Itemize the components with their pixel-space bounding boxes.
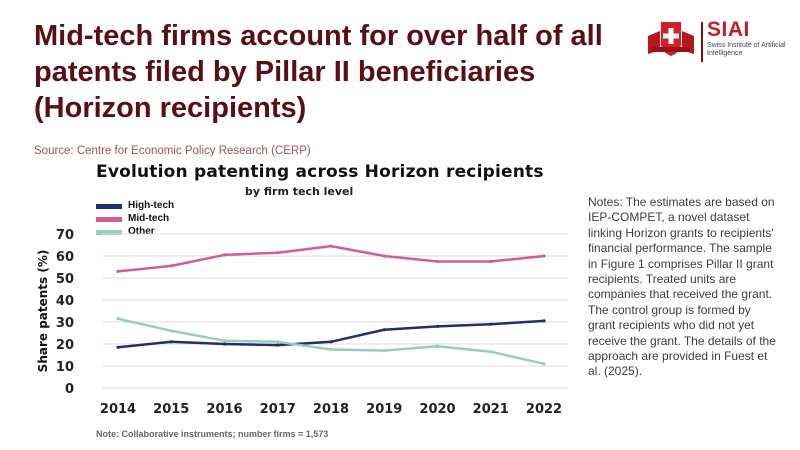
data-point-high-tech-2021 — [489, 322, 493, 326]
data-point-mid-tech-2021 — [489, 259, 493, 264]
y-tick-label-30: 30 — [56, 316, 74, 331]
x-tick-label-2018: 2018 — [313, 402, 349, 417]
chart-title: Evolution patenting across Horizon recip… — [96, 162, 544, 182]
data-point-other-2018 — [329, 347, 333, 352]
x-tick-label-2016: 2016 — [206, 402, 242, 417]
swiss-cross-emblem-icon — [648, 22, 694, 56]
x-tick-label-2020: 2020 — [419, 402, 455, 417]
data-point-other-2017 — [276, 340, 280, 344]
data-point-mid-tech-2022 — [542, 254, 546, 258]
data-point-mid-tech-2014 — [116, 269, 120, 273]
data-point-high-tech-2022 — [542, 319, 546, 323]
y-tick-label-40: 40 — [56, 294, 74, 309]
data-point-high-tech-2018 — [329, 340, 333, 344]
data-point-high-tech-2014 — [116, 345, 120, 349]
x-tick-label-2015: 2015 — [153, 402, 189, 417]
data-point-other-2016 — [222, 339, 227, 343]
legend-label-high-tech: High-tech — [128, 200, 175, 211]
x-tick-label-2017: 2017 — [260, 402, 296, 417]
data-point-high-tech-2019 — [382, 328, 386, 332]
x-tick-label-2014: 2014 — [100, 402, 136, 417]
data-point-high-tech-2017 — [276, 343, 280, 347]
x-tick-label-2022: 2022 — [526, 402, 562, 417]
data-point-high-tech-2016 — [222, 342, 227, 346]
data-point-high-tech-2015 — [169, 340, 173, 344]
data-point-other-2020 — [435, 344, 440, 348]
legend-swatch-mid-tech — [96, 217, 122, 222]
data-point-other-2021 — [489, 350, 493, 354]
data-point-mid-tech-2017 — [276, 251, 280, 255]
data-point-high-tech-2020 — [435, 324, 440, 328]
chart-note: Note: Collaborative instruments; number … — [96, 429, 329, 439]
legend-label-other: Other — [128, 226, 155, 237]
y-tick-label-10: 10 — [56, 360, 74, 375]
y-tick-label-20: 20 — [56, 338, 74, 353]
data-point-mid-tech-2016 — [222, 253, 227, 257]
chart-subtitle: by firm tech level — [245, 185, 354, 198]
source-line: Source: Centre for Economic Policy Resea… — [34, 145, 311, 157]
data-point-other-2019 — [382, 349, 386, 353]
data-point-other-2014 — [116, 317, 120, 321]
legend-swatch-high-tech — [96, 204, 122, 209]
x-tick-label-2021: 2021 — [473, 402, 509, 417]
logo-subtitle: Swiss Institute of Artificial Intelligen… — [707, 42, 786, 57]
y-tick-label-0: 0 — [65, 382, 74, 397]
data-point-mid-tech-2018 — [329, 244, 333, 248]
legend-swatch-other — [96, 230, 122, 235]
y-axis-label: Share patents (%) — [36, 250, 50, 373]
data-point-mid-tech-2020 — [435, 259, 440, 264]
y-tick-label-70: 70 — [56, 228, 74, 243]
y-tick-label-50: 50 — [56, 272, 74, 287]
y-tick-label-60: 60 — [56, 250, 74, 265]
series-line-mid-tech — [116, 244, 546, 273]
data-point-other-2015 — [169, 329, 173, 333]
data-point-mid-tech-2015 — [169, 264, 173, 268]
siai-logo: SIAI Swiss Institute of Artificial Intel… — [646, 18, 786, 66]
headline: Mid-tech firms account for over half of … — [34, 20, 603, 124]
notes-panel: Notes: The estimates are based on IEP-CO… — [588, 195, 776, 379]
logo-divider — [701, 22, 703, 62]
data-point-other-2022 — [542, 362, 546, 366]
data-point-mid-tech-2019 — [382, 254, 386, 258]
x-tick-label-2019: 2019 — [366, 402, 402, 417]
logo-name: SIAI — [707, 18, 750, 41]
legend-label-mid-tech: Mid-tech — [128, 213, 170, 224]
